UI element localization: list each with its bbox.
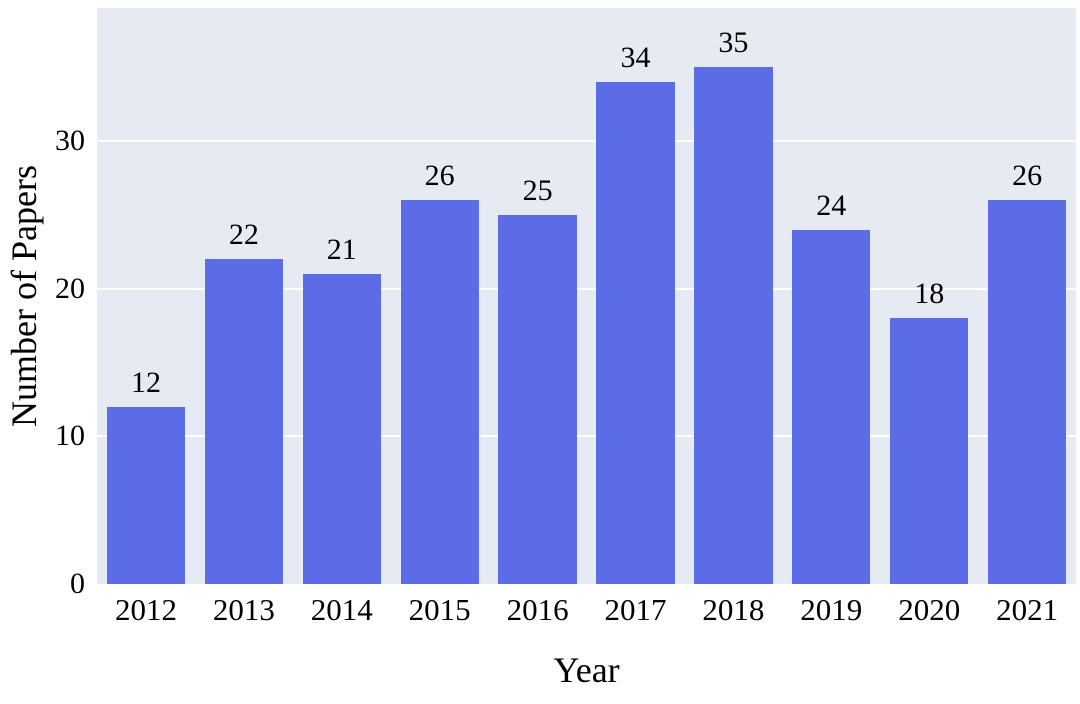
bar-slot-2018: 35 [684, 8, 782, 584]
bar-slot-2013: 22 [195, 8, 293, 584]
bar-value-label: 34 [620, 40, 651, 74]
bar-value-label: 21 [326, 232, 357, 266]
bar [302, 273, 381, 584]
bar-slot-2014: 21 [293, 8, 391, 584]
plot-area: 12 22 21 26 25 34 35 24 18 26 [97, 8, 1076, 584]
y-tick-label: 10 [55, 419, 85, 453]
gridline-y-10 [97, 435, 1076, 438]
gridline-y-20 [97, 287, 1076, 290]
x-tick-label: 2017 [604, 592, 667, 627]
x-tick-label: 2014 [310, 592, 373, 627]
bar [400, 200, 479, 584]
x-tick-label: 2021 [996, 592, 1059, 627]
bar [106, 406, 186, 584]
bar-value-label: 22 [228, 218, 259, 252]
bar [987, 200, 1067, 584]
bar-slot-2020: 18 [880, 8, 978, 584]
bar [792, 229, 871, 584]
bar [498, 214, 577, 584]
bar-slot-2012: 12 [97, 8, 195, 584]
x-tick-label: 2018 [702, 592, 765, 627]
bar-value-label: 12 [130, 365, 161, 399]
bar-slot-2016: 25 [489, 8, 587, 584]
x-tick-label: 2020 [898, 592, 961, 627]
x-tick-label: 2012 [114, 592, 177, 627]
bar-value-label: 26 [424, 159, 455, 192]
bar-slot-2017: 34 [587, 8, 685, 584]
bars-container: 12 22 21 26 25 34 35 24 18 26 [97, 8, 1076, 584]
bar [890, 318, 969, 584]
x-axis-title: Year [553, 650, 620, 690]
y-tick-label: 20 [55, 271, 85, 305]
bar-slot-2021: 26 [978, 8, 1076, 584]
x-tick-label: 2013 [212, 592, 275, 627]
x-tick-label: 2019 [800, 592, 863, 627]
y-tick-label: 0 [70, 567, 85, 600]
bar-value-label: 24 [816, 188, 847, 222]
y-axis-title: Number of Papers [4, 165, 44, 427]
y-tick-label: 30 [55, 123, 85, 157]
bar-value-label: 35 [718, 26, 749, 60]
bar [694, 67, 773, 584]
y-axis: 0 10 20 30 [0, 8, 91, 598]
x-axis: 2012 2013 2014 2015 2016 2017 2018 2019 2020 2021 [97, 594, 1076, 625]
bar-slot-2019: 24 [782, 8, 880, 584]
bar-value-label: 18 [914, 277, 945, 311]
x-tick-label: 2015 [408, 592, 471, 627]
gridline-y-30 [97, 139, 1076, 142]
x-tick-label: 2016 [506, 592, 569, 627]
bar [204, 259, 284, 584]
bar [596, 81, 675, 584]
bar-slot-2015: 26 [391, 8, 489, 584]
bar-value-label: 26 [1012, 159, 1043, 192]
bar-value-label: 25 [522, 173, 553, 207]
